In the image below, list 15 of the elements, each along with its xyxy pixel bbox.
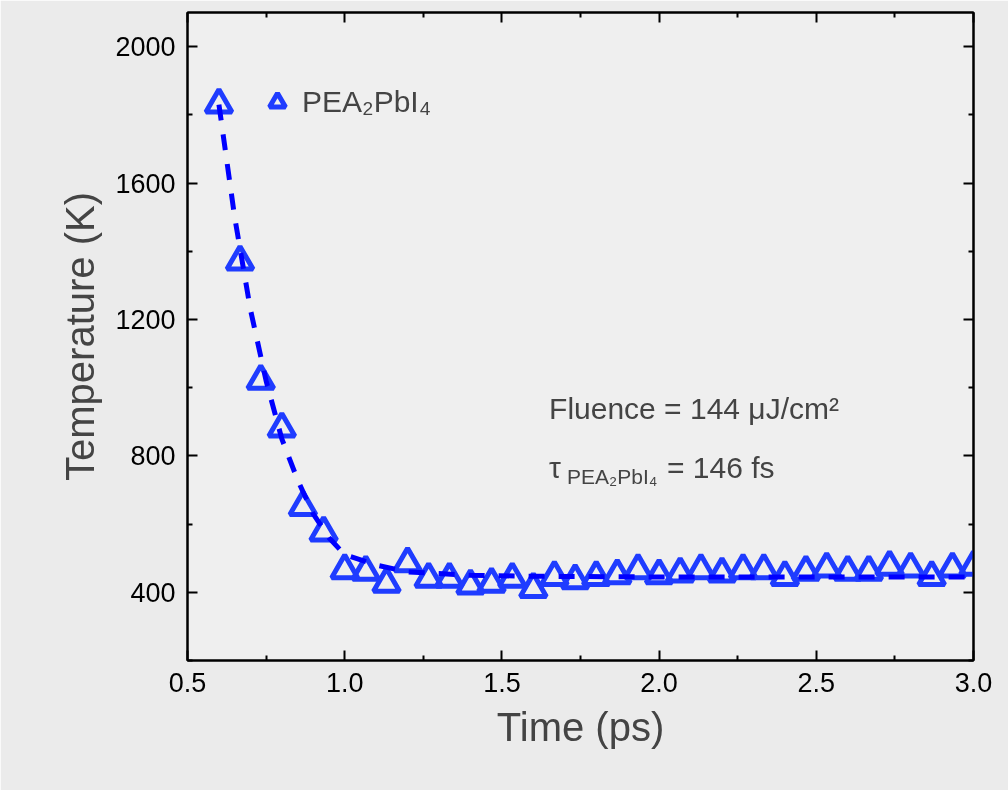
y-tick-label: 1200 (115, 304, 176, 335)
x-tick-label: 0.5 (168, 667, 207, 698)
x-axis-title: Time (ps) (496, 704, 665, 749)
x-tick-label: 1.0 (325, 667, 364, 698)
y-tick-label: 2000 (115, 32, 176, 63)
legend-label: PEA₂PbI₄ (302, 85, 431, 119)
x-tick-label: 1.5 (483, 667, 521, 698)
x-tick-label: 2.0 (640, 667, 678, 698)
y-tick-label: 800 (130, 441, 176, 472)
y-tick-label: 1600 (115, 168, 176, 199)
y-tick-label: 400 (130, 577, 176, 608)
x-tick-label: 3.0 (954, 667, 993, 698)
y-axis-title: Temperature (K) (58, 192, 103, 481)
annotation: Fluence = 144 μJ/cm² (549, 391, 839, 425)
x-tick-label: 2.5 (797, 667, 836, 698)
